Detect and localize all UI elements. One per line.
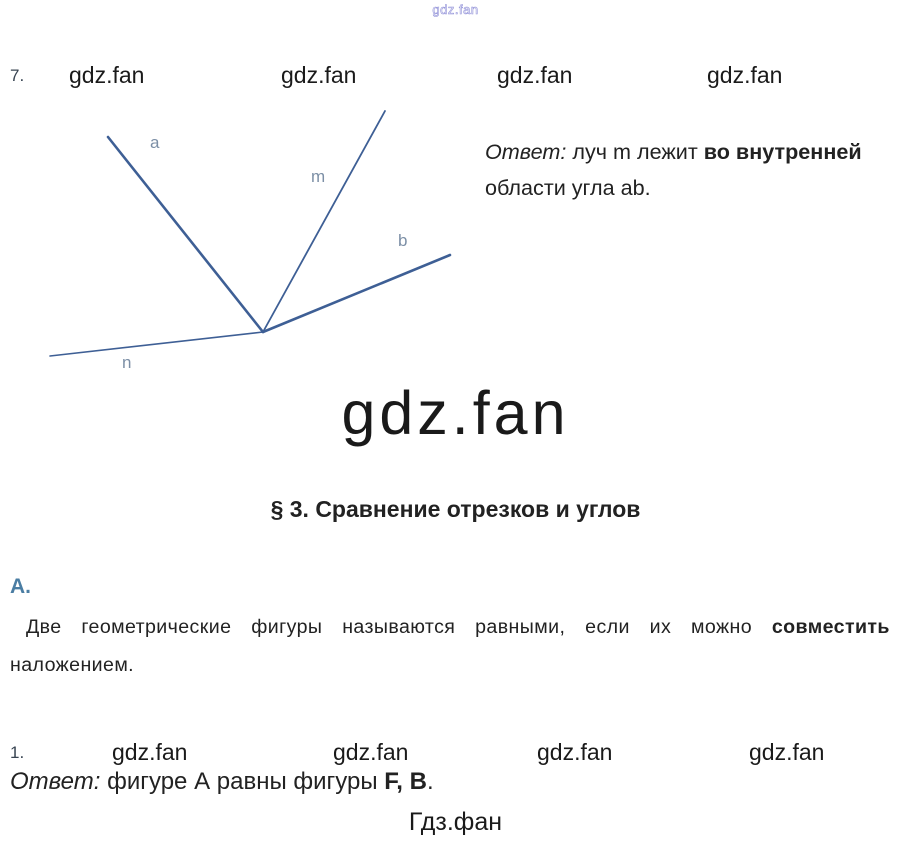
svg-text:b: b <box>398 231 407 250</box>
svg-text:a: a <box>150 133 160 152</box>
svg-text:n: n <box>122 353 131 372</box>
svg-text:m: m <box>311 167 325 186</box>
